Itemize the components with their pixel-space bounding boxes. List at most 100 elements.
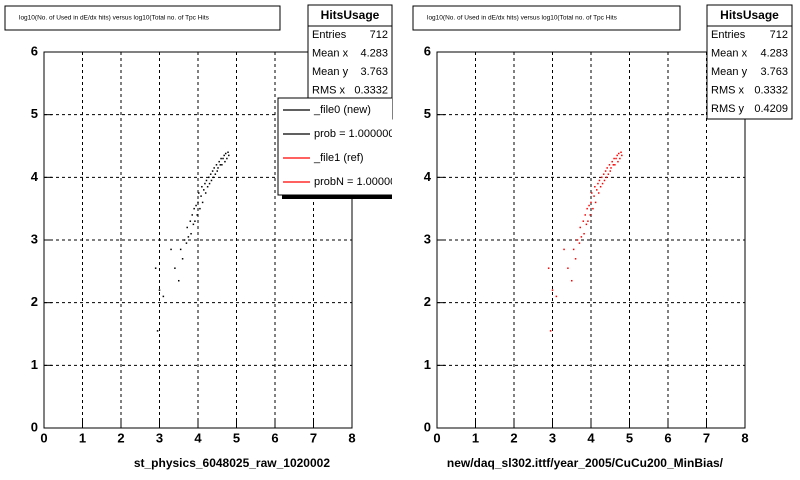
point	[196, 214, 198, 216]
point	[617, 152, 620, 155]
x-axis-label: new/daq_sl302.ittf/year_2005/CuCu200_Min…	[447, 456, 724, 470]
point	[185, 242, 188, 244]
legend: _file0 (new) prob = 1.000000 _file1 (ref) p…	[277, 97, 402, 199]
stats-value: 0.3332	[754, 84, 788, 96]
stats-value: 4.283	[360, 47, 388, 59]
point	[592, 207, 594, 210]
point	[224, 152, 227, 155]
point	[620, 151, 622, 154]
y-tick-label: 5	[424, 106, 431, 121]
point	[567, 267, 569, 269]
point	[208, 182, 211, 185]
point	[615, 157, 617, 160]
point	[212, 176, 215, 179]
stats-value: 712	[770, 29, 788, 41]
point	[603, 179, 606, 182]
point	[204, 192, 207, 194]
point	[613, 157, 615, 160]
chart-title: log10(No. of Used in dE/dx hits) versus …	[19, 15, 210, 22]
x-tick-label: 1	[472, 430, 479, 445]
point	[594, 201, 597, 204]
stats-value: 3.763	[760, 66, 788, 78]
y-tick-label: 1	[31, 357, 38, 372]
point	[206, 185, 209, 188]
point	[571, 279, 573, 282]
x-axis-label: st_physics_6048025_raw_1020002	[134, 456, 330, 470]
point	[579, 226, 581, 229]
point	[605, 176, 608, 179]
point	[174, 267, 176, 269]
stats-value: 0.3332	[354, 84, 388, 96]
point	[211, 170, 214, 172]
point	[612, 164, 615, 166]
x-tick-label: 4	[194, 430, 202, 445]
point	[217, 167, 219, 169]
point	[198, 192, 200, 194]
stats-label: Mean y	[711, 66, 748, 78]
point	[596, 189, 598, 191]
point	[226, 157, 228, 160]
point	[208, 176, 210, 179]
point	[602, 173, 605, 175]
x-tick-label: 3	[549, 430, 556, 445]
y-tick-label: 1	[424, 357, 431, 372]
point	[578, 242, 581, 244]
point	[179, 248, 182, 251]
point	[200, 195, 202, 197]
point	[222, 157, 224, 160]
point	[589, 214, 591, 216]
point	[210, 179, 213, 182]
x-tick-label: 8	[741, 430, 748, 445]
point	[601, 182, 604, 185]
point	[209, 173, 212, 175]
point	[590, 201, 592, 204]
point	[201, 185, 203, 188]
point	[594, 185, 596, 188]
point	[597, 192, 600, 194]
point	[205, 179, 208, 182]
x-tick-label: 7	[703, 430, 710, 445]
point	[597, 182, 599, 185]
point	[203, 189, 205, 191]
point	[218, 160, 220, 163]
y-tick-label: 0	[31, 419, 38, 434]
point	[549, 330, 552, 332]
y-tick-label: 6	[31, 43, 38, 58]
x-tick-label: 8	[348, 430, 355, 445]
legend-label: _file0 (new)	[313, 104, 371, 116]
stats-label: RMS y	[711, 103, 745, 115]
chart-title: log10(No. of Used in dE/dx hits) versus …	[427, 15, 618, 22]
y-tick-label: 3	[31, 231, 38, 246]
stats-title: HitsUsage	[720, 8, 779, 22]
point	[611, 160, 613, 163]
point	[617, 160, 619, 163]
legend-label: _file1 (ref)	[313, 152, 364, 164]
stats-label: Entries	[312, 29, 347, 41]
point	[606, 167, 608, 169]
point	[215, 164, 218, 166]
y-tick-label: 2	[31, 294, 38, 309]
legend-label: probN = 1.000000	[314, 176, 402, 188]
point	[227, 151, 229, 154]
point	[555, 295, 558, 298]
x-tick-label: 6	[664, 430, 671, 445]
stats-label: Entries	[711, 29, 746, 41]
x-tick-label: 2	[117, 430, 124, 445]
point	[158, 289, 161, 291]
y-tick-label: 4	[31, 169, 39, 184]
point	[601, 176, 603, 179]
point	[194, 220, 196, 222]
point	[183, 239, 186, 241]
point	[610, 167, 612, 169]
point	[219, 164, 222, 166]
point	[588, 204, 590, 207]
point	[204, 182, 206, 185]
point	[228, 154, 230, 157]
x-tick-label: 0	[433, 430, 440, 445]
point	[170, 248, 172, 251]
point	[614, 164, 616, 166]
point	[221, 164, 223, 166]
point	[551, 289, 554, 291]
stats-label: RMS x	[711, 84, 745, 96]
